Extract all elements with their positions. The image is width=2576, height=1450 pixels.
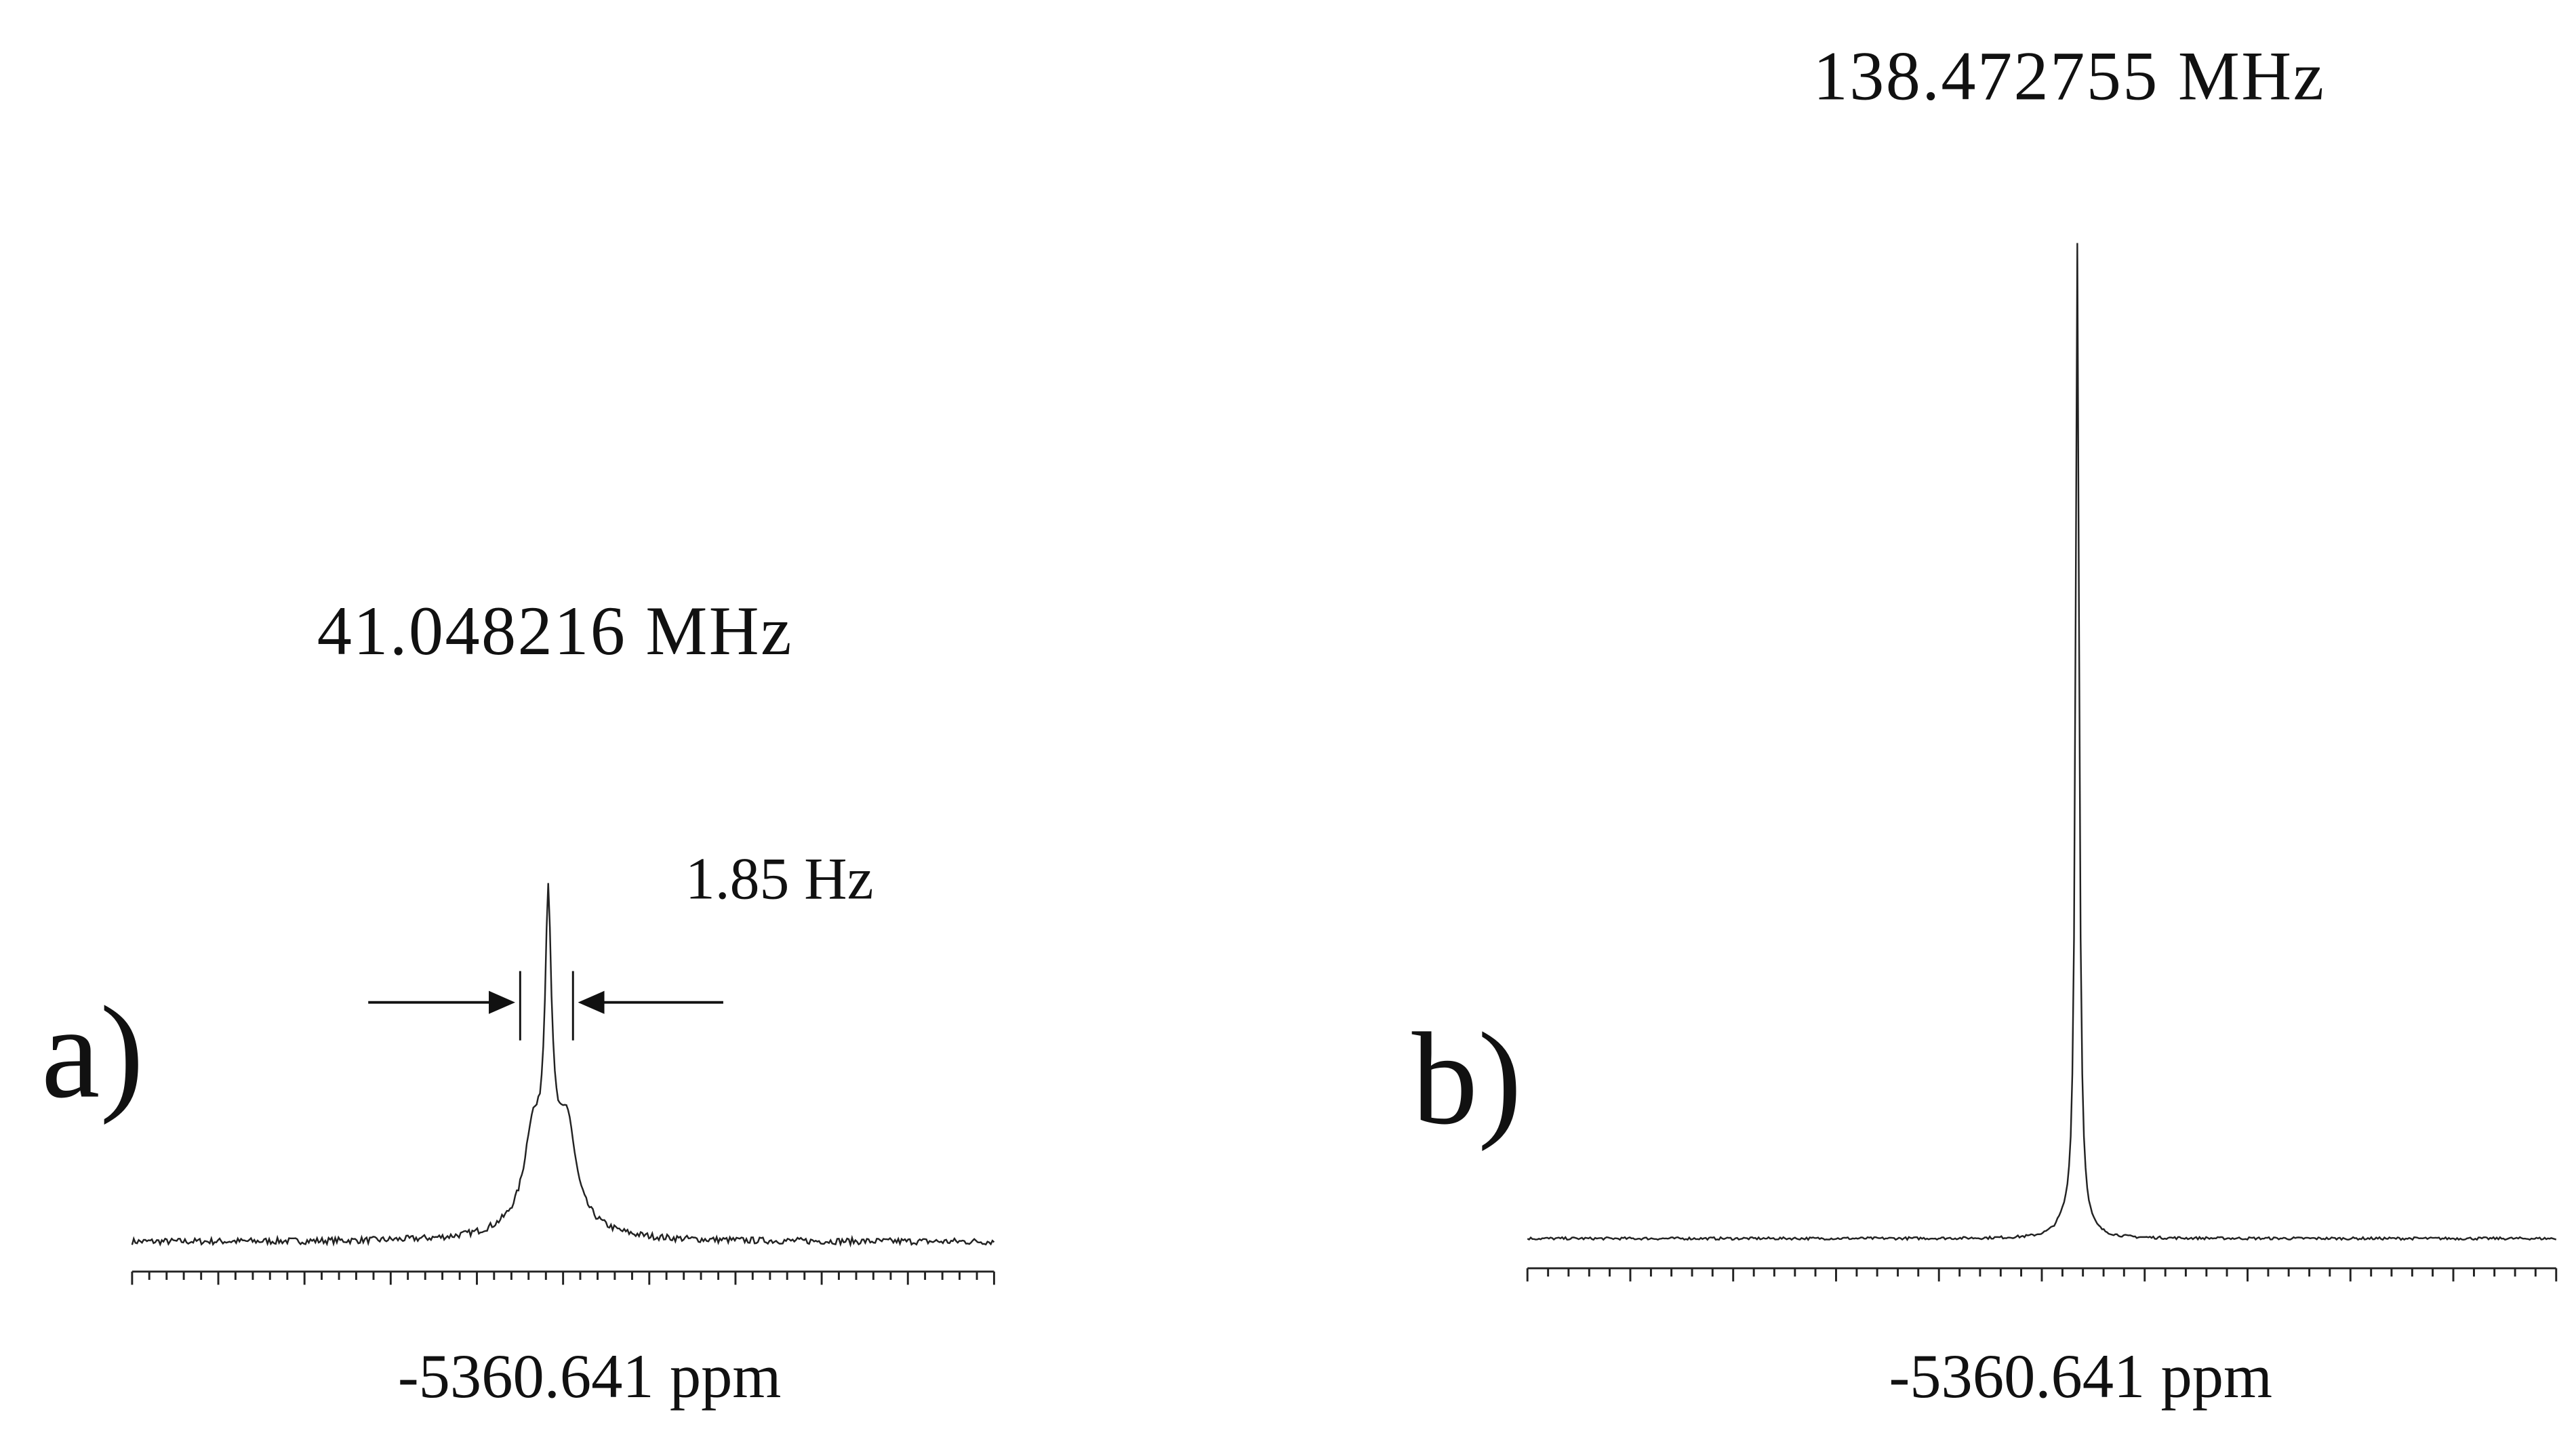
- tick-marks: [1526, 1268, 2558, 1282]
- axis-label: -5360.641 ppm: [398, 1342, 782, 1411]
- spectrum: [131, 883, 995, 1248]
- axis-label: -5360.641 ppm: [1889, 1342, 2272, 1411]
- panel-label: a): [41, 980, 144, 1126]
- linewidth-marker: [368, 971, 723, 1041]
- frequency-label: 138.472755 MHz: [1813, 38, 2326, 115]
- frequency-label: 41.048216 MHz: [317, 593, 793, 670]
- spectrum: [1527, 243, 2557, 1242]
- linewidth-label: 1.85 Hz: [685, 845, 874, 911]
- panel-label: b): [1412, 1006, 1522, 1152]
- tick-marks: [131, 1271, 995, 1285]
